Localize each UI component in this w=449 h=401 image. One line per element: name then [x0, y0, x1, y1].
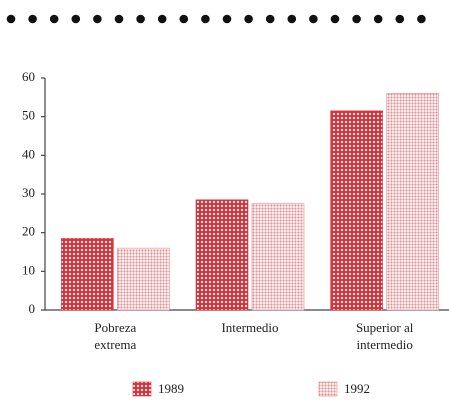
legend-label: 1992	[344, 381, 370, 396]
legend-label: 1989	[158, 381, 184, 396]
y-tick-label: 60	[22, 69, 35, 84]
bar	[386, 93, 439, 311]
bar	[251, 203, 305, 311]
bar	[195, 199, 249, 311]
y-tick-label: 40	[22, 146, 35, 161]
y-tick-label: 50	[22, 108, 35, 123]
x-tick-label: Pobreza extrema	[94, 320, 136, 352]
bar	[330, 110, 383, 311]
bar	[61, 238, 114, 311]
bar	[117, 247, 170, 311]
y-tick-label: 20	[22, 224, 35, 239]
legend-swatch	[132, 381, 152, 397]
legend-swatch	[318, 381, 338, 397]
x-tick-label: Superior al intermedio	[356, 320, 414, 352]
decorative-dots	[6, 14, 426, 24]
y-tick-label: 0	[29, 301, 36, 316]
y-tick-label: 30	[22, 185, 35, 200]
x-tick-label: Intermedio	[221, 320, 278, 335]
y-tick-label: 10	[22, 262, 35, 277]
